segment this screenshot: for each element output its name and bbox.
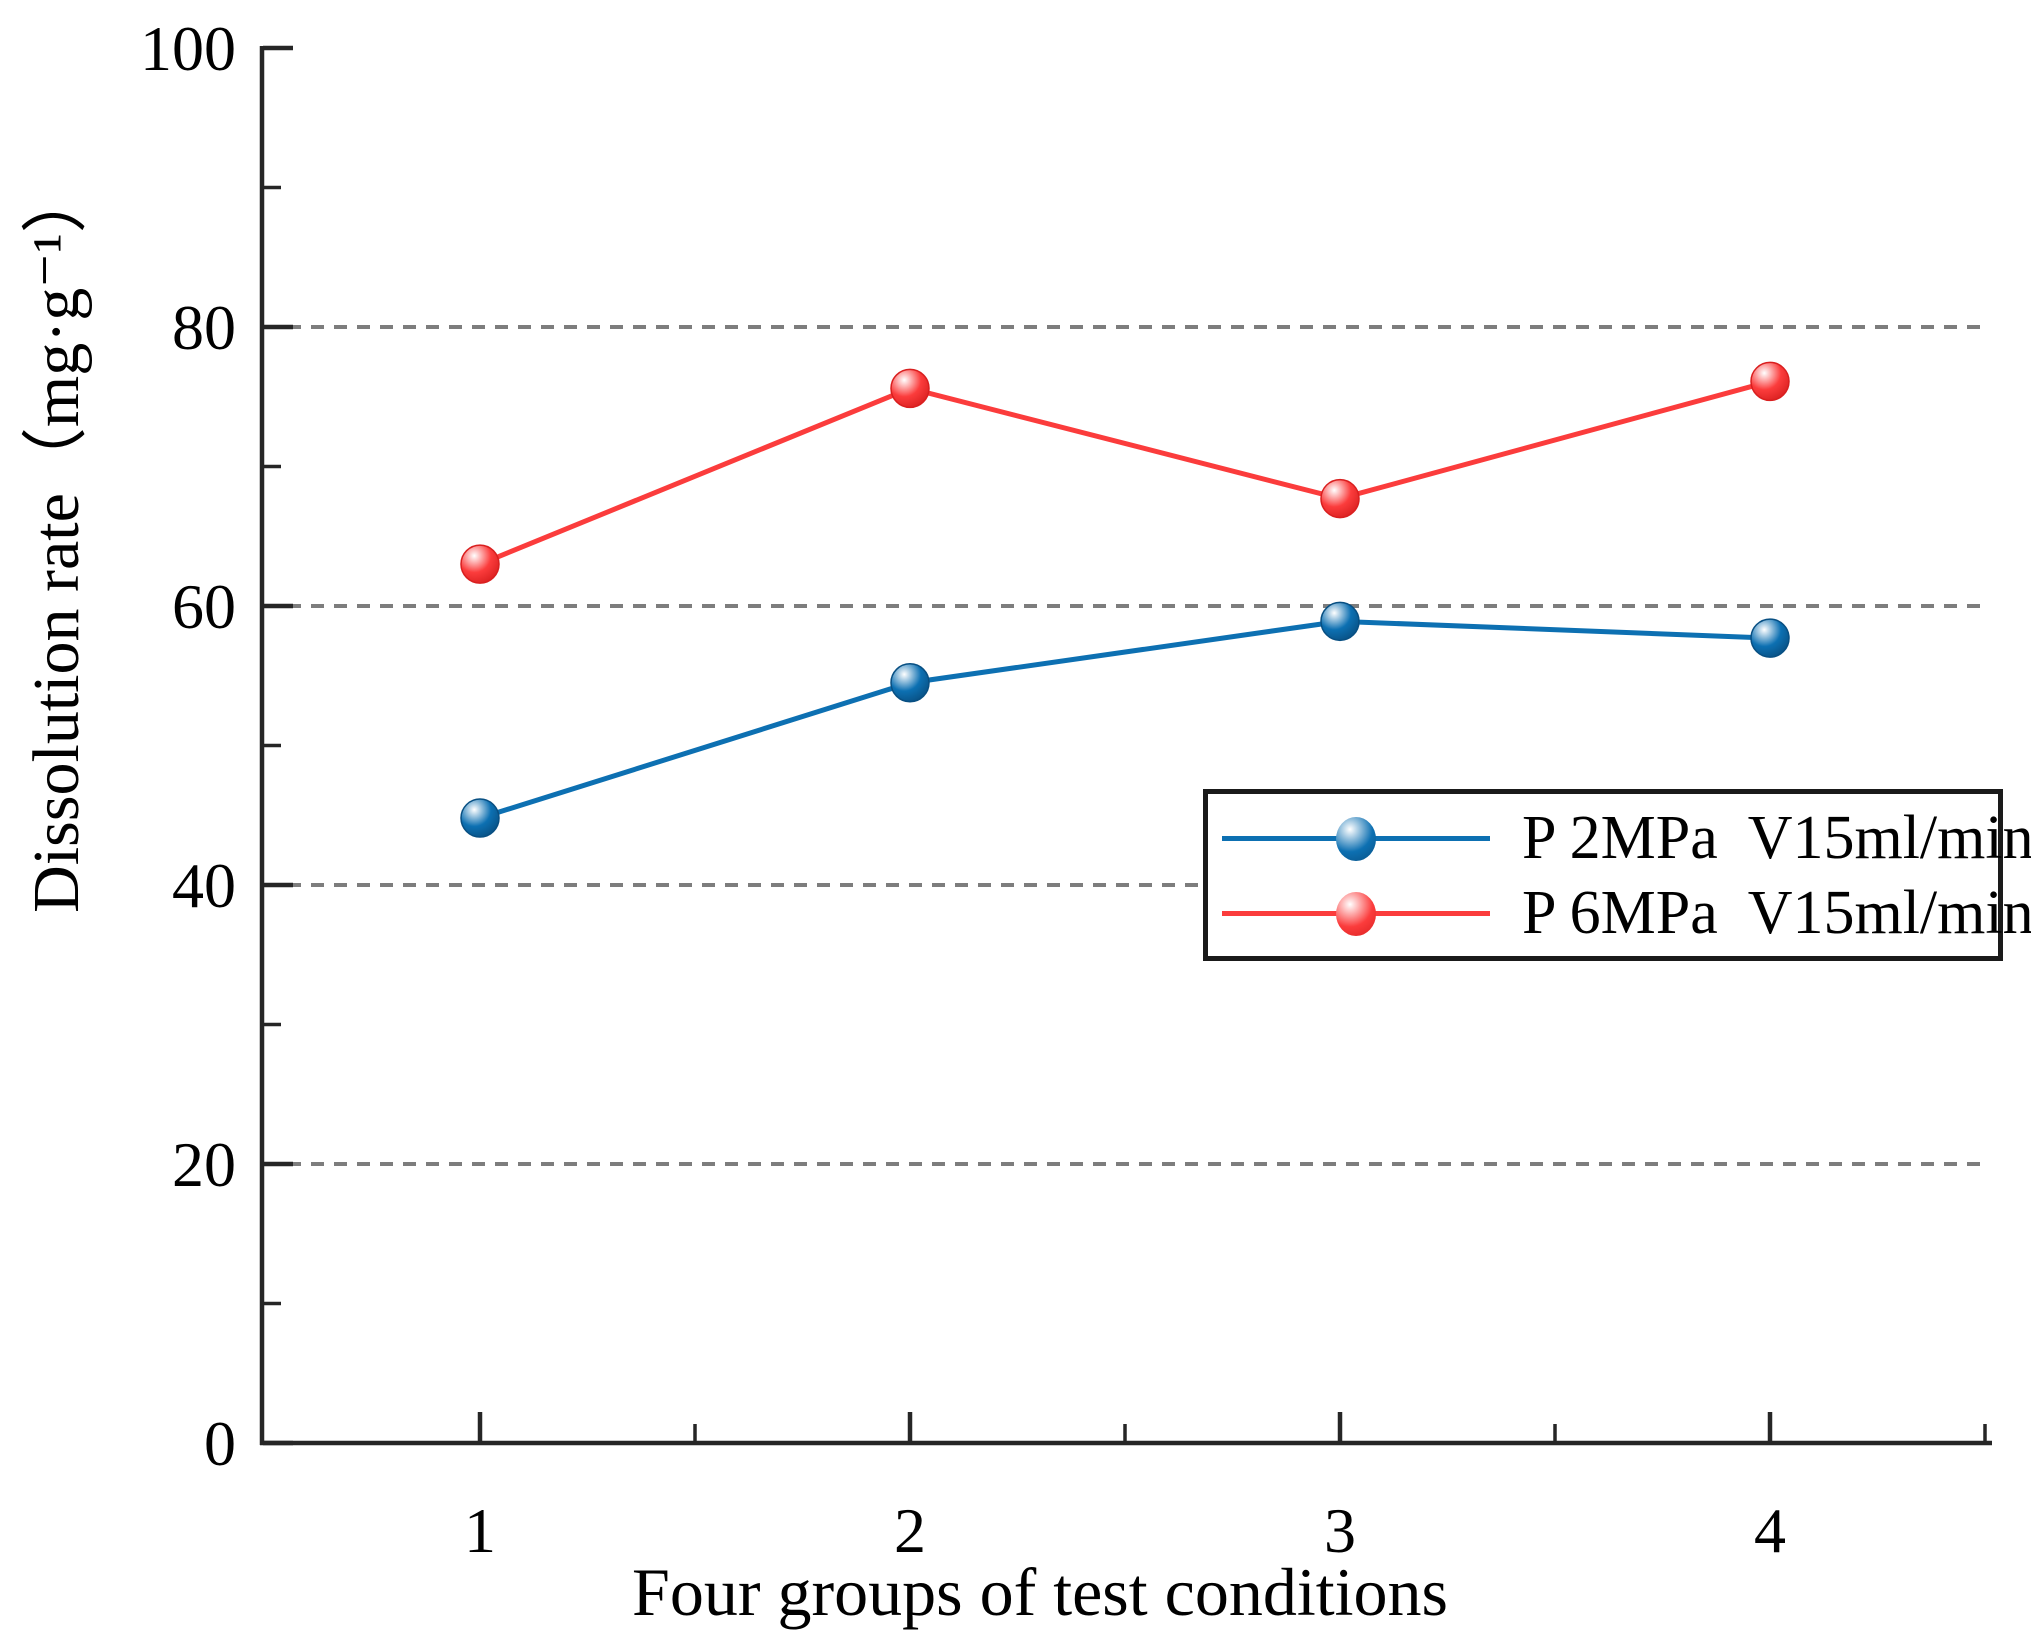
axis-ticks: 0 20 40 60 80 100 1 2 3 4 [140, 13, 1987, 1566]
series-line [479, 378, 1771, 567]
y-tick-label: 40 [172, 850, 236, 921]
data-point [1320, 601, 1360, 642]
y-axis-title: Dissolution rate（mg·g⁻¹） [20, 167, 93, 913]
red-ball-marker-icon [1336, 891, 1376, 936]
x-tick-label: 2 [894, 1495, 926, 1566]
legend-item-p6mpa: P 6MPa V15ml/min [1208, 875, 2031, 950]
y-tick-label: 100 [140, 13, 236, 84]
data-point [890, 662, 930, 703]
data-point [460, 798, 500, 838]
data-point [460, 544, 500, 584]
series-p2mpa [460, 601, 1790, 838]
x-axis-title: Four groups of test conditions [632, 1554, 1448, 1630]
data-point [890, 368, 930, 409]
legend-swatch [1222, 808, 1490, 868]
legend-label: P 2MPa V15ml/min [1522, 803, 2031, 872]
legend-item-p2mpa: P 2MPa V15ml/min [1208, 800, 2031, 875]
data-point [1750, 618, 1790, 658]
y-tick-label: 60 [172, 571, 236, 642]
series-line [479, 618, 1771, 821]
data-series [460, 361, 1790, 838]
x-tick-label: 4 [1754, 1495, 1786, 1566]
y-tick-label: 80 [172, 292, 236, 363]
x-tick-label: 1 [464, 1495, 496, 1566]
y-tick-label: 0 [204, 1408, 236, 1479]
x-tick-label: 3 [1324, 1495, 1356, 1566]
data-point [1750, 361, 1790, 402]
legend-label: P 6MPa V15ml/min [1522, 878, 2031, 947]
blue-ball-marker-icon [1336, 816, 1376, 861]
legend-swatch [1222, 883, 1490, 943]
y-tick-label: 20 [172, 1129, 236, 1200]
data-point [1320, 478, 1360, 519]
gridlines [265, 325, 1988, 1166]
series-p6mpa [460, 361, 1790, 584]
legend: P 2MPa V15ml/min P 6MPa V15ml/min [1203, 789, 2031, 961]
